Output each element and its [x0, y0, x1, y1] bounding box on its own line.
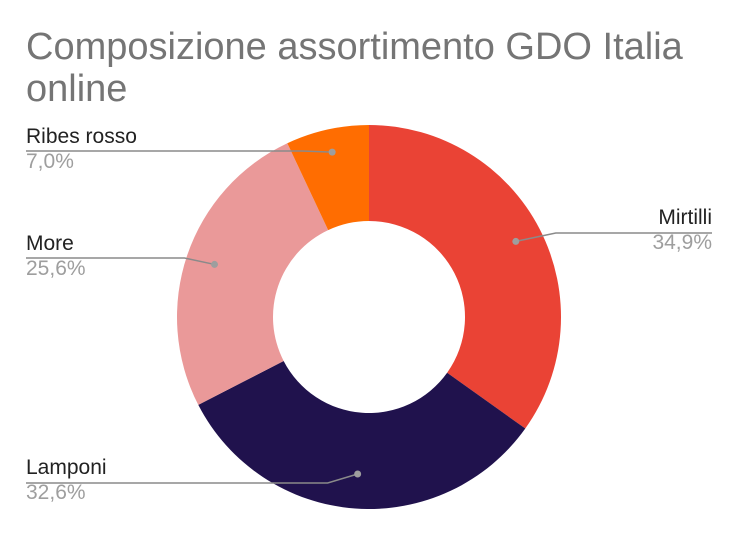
slice-label: Lamponi — [26, 456, 107, 479]
leader-dot — [512, 237, 520, 245]
chart-title: Composizione assortimento GDO Italia onl… — [26, 26, 683, 110]
slice-value-label: 34,9% — [652, 231, 712, 254]
leader-lines — [26, 148, 712, 484]
leader-dot — [354, 470, 362, 478]
slice-value-label: 32,6% — [26, 481, 86, 504]
slice-label: More — [26, 232, 74, 255]
leader-line — [26, 473, 358, 484]
slice-more[interactable] — [177, 143, 329, 405]
donut-slices — [177, 125, 561, 510]
leader-line — [26, 257, 215, 266]
leader-line — [515, 232, 712, 243]
slice-value-label: 25,6% — [26, 257, 86, 280]
leader-dot — [328, 148, 336, 156]
leader-line — [26, 150, 333, 153]
leader-dot — [210, 260, 218, 268]
slice-label: Ribes rosso — [26, 125, 137, 148]
slice-value-label: 7,0% — [26, 150, 74, 173]
slice-lamponi[interactable] — [198, 360, 526, 510]
slice-label: Mirtilli — [658, 206, 712, 229]
slice-mirtilli[interactable] — [369, 125, 561, 429]
